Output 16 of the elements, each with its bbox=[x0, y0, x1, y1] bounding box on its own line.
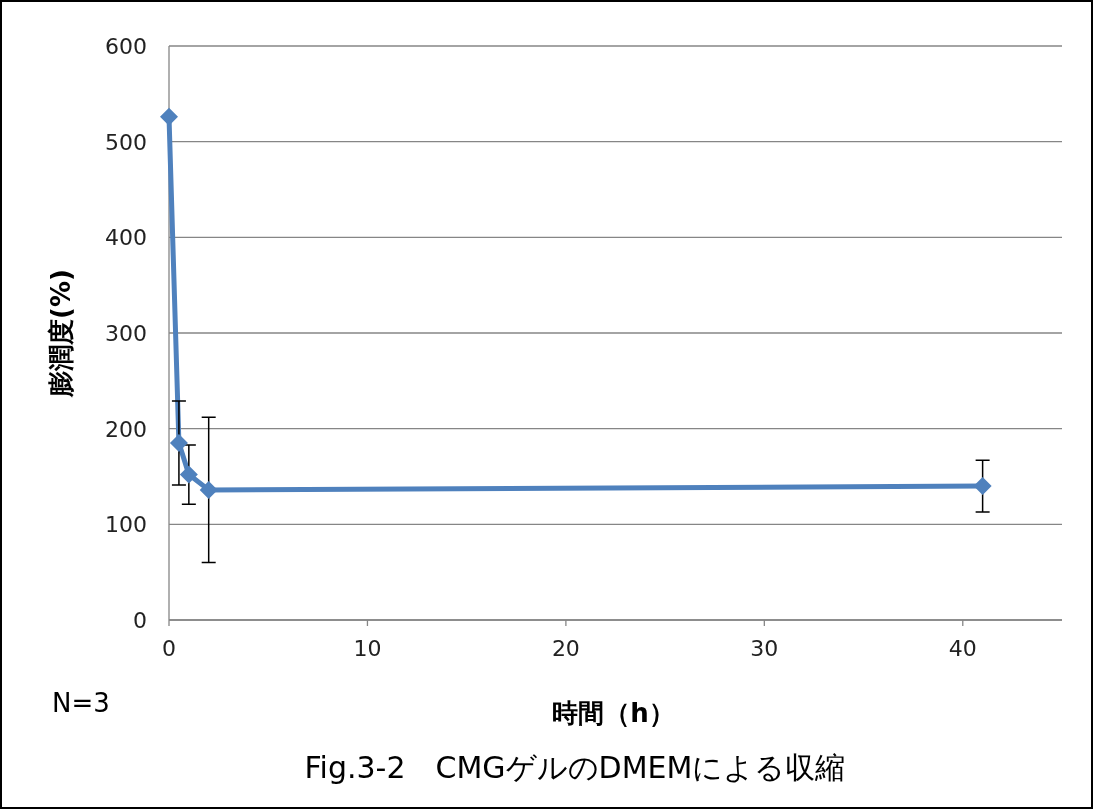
y-axis-title: 膨潤度(%) bbox=[46, 269, 76, 398]
y-tick-label: 0 bbox=[133, 608, 147, 633]
x-axis-title: 時間（h） bbox=[552, 698, 675, 728]
text: N=3 bbox=[52, 688, 110, 718]
x-tick-label: 30 bbox=[750, 636, 779, 661]
y-tick-label: 300 bbox=[105, 321, 147, 346]
x-tick-label: 40 bbox=[948, 636, 977, 661]
x-tick-label: 10 bbox=[353, 636, 382, 661]
y-tick-label: 200 bbox=[105, 416, 147, 442]
x-tick-label: 20 bbox=[551, 636, 580, 661]
caption: Fig.3-2 CMGゲルのDMEMによる収縮 bbox=[304, 750, 846, 785]
y-tick-label: 600 bbox=[105, 34, 147, 59]
y-tick-label: 500 bbox=[105, 129, 147, 155]
y-tick-label: 400 bbox=[105, 225, 147, 251]
x-tick-label: 0 bbox=[162, 636, 176, 661]
y-tick-label: 100 bbox=[105, 512, 147, 538]
